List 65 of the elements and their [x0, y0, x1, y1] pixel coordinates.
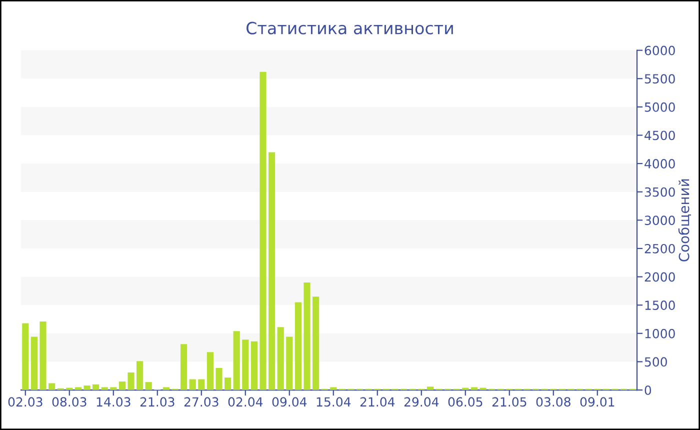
bar	[136, 361, 144, 390]
x-tick-label: 06.05	[448, 397, 482, 407]
bar	[462, 388, 469, 390]
bar	[118, 382, 126, 390]
y-tick-label: 2500	[644, 244, 675, 254]
bar	[268, 152, 276, 390]
x-tick-label: 09.01	[580, 397, 614, 407]
bar	[260, 72, 266, 390]
bar	[480, 388, 486, 390]
y-tick-label: 6000	[644, 46, 675, 56]
bar	[470, 387, 478, 390]
x-tick-label: 27.03	[184, 397, 218, 407]
x-tick-label: 21.04	[360, 397, 395, 407]
bar	[286, 336, 293, 390]
x-tick-label: 14.03	[96, 397, 130, 407]
x-tick-label: 09.04	[272, 397, 307, 407]
y-tick-label: 5000	[644, 102, 675, 112]
y-tick-label: 0	[644, 385, 652, 395]
bar	[92, 384, 100, 390]
bar	[162, 387, 170, 390]
bar	[40, 322, 46, 390]
y-tick-label: 3000	[644, 216, 675, 226]
y-tick-label: 1500	[645, 300, 675, 310]
bar	[180, 344, 188, 390]
bar	[22, 323, 29, 390]
y-tick-label: 1000	[645, 328, 675, 338]
bar	[277, 327, 284, 390]
x-tick-label: 15.04	[316, 397, 351, 407]
bar	[48, 383, 56, 390]
bar	[206, 352, 214, 390]
bar	[84, 385, 90, 390]
x-tick-label: 02.03	[8, 397, 42, 407]
y-axis-title: Сообщений	[678, 179, 692, 262]
bar	[101, 387, 108, 390]
bar	[66, 388, 73, 390]
bar	[110, 387, 117, 390]
x-tick-label: 02.04	[228, 397, 263, 407]
bar	[216, 368, 222, 390]
bar	[426, 386, 434, 390]
x-tick-label: 21.03	[140, 397, 174, 407]
bar	[233, 331, 240, 390]
x-tick-label: 21.05	[492, 397, 526, 407]
x-tick-label: 08.03	[52, 397, 86, 407]
y-tick-label: 3500	[644, 187, 675, 197]
bar	[128, 372, 134, 390]
bar	[30, 336, 38, 390]
bar	[224, 378, 232, 390]
x-tick-label: 03.08	[536, 397, 570, 407]
bar	[145, 382, 152, 390]
bar	[250, 341, 258, 390]
y-tick-label: 4500	[644, 130, 675, 140]
bar	[74, 387, 82, 390]
bar	[294, 302, 302, 390]
bar	[304, 282, 310, 390]
y-tick-label: 4000	[644, 159, 675, 168]
y-tick-label: 2000	[644, 272, 675, 282]
x-tick-label: 29.04	[404, 397, 439, 407]
chart-title: Статистика активности	[246, 22, 453, 34]
bar	[242, 340, 249, 390]
y-tick-label: 5500	[644, 74, 675, 84]
bar	[330, 387, 337, 390]
bar	[189, 379, 196, 390]
y-tick-label: 500	[644, 357, 667, 367]
bar	[198, 379, 205, 390]
bar	[312, 296, 320, 390]
